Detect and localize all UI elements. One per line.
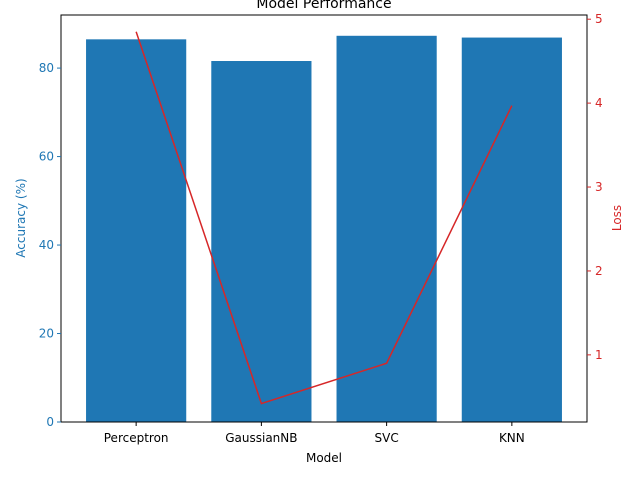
y-right-tick-label: 3	[595, 180, 603, 194]
x-tick-label: Perceptron	[104, 431, 169, 445]
x-tick-label: SVC	[375, 431, 399, 445]
y-right-tick-label: 1	[595, 348, 603, 362]
loss-line-group	[135, 31, 513, 405]
x-tick-label: GaussianNB	[225, 431, 297, 445]
chart-title: Model Performance	[256, 0, 391, 12]
bars-group	[86, 35, 562, 423]
y-right-tick-label: 4	[595, 96, 603, 110]
bar-gaussiannb	[211, 61, 312, 422]
y-left-tick-label: 20	[39, 327, 54, 341]
y-right-ticks-group: 1 2 3 4 5	[587, 12, 603, 362]
y-right-tick-label: 5	[595, 12, 603, 26]
bar-perceptron	[86, 39, 187, 423]
plot-frame	[60, 14, 588, 423]
y-left-tick-label: 40	[39, 238, 54, 252]
loss-line	[135, 31, 513, 405]
x-tick-label: KNN	[499, 431, 525, 445]
bar-knn	[461, 37, 562, 423]
y-right-tick-label: 2	[595, 264, 603, 278]
y-left-axis-label: Accuracy (%)	[14, 178, 28, 257]
bar-svc	[336, 35, 437, 423]
y-right-axis-label: Loss	[610, 205, 624, 231]
y-left-tick-label: 80	[39, 61, 54, 75]
y-left-ticks-group: 0 20 40 60 80	[39, 61, 61, 429]
x-ticks-group: Perceptron GaussianNB SVC KNN	[104, 422, 525, 445]
y-left-tick-label: 0	[46, 415, 54, 429]
x-axis-label: Model	[306, 451, 342, 465]
axes-group	[60, 14, 588, 423]
y-left-tick-label: 60	[39, 150, 54, 164]
